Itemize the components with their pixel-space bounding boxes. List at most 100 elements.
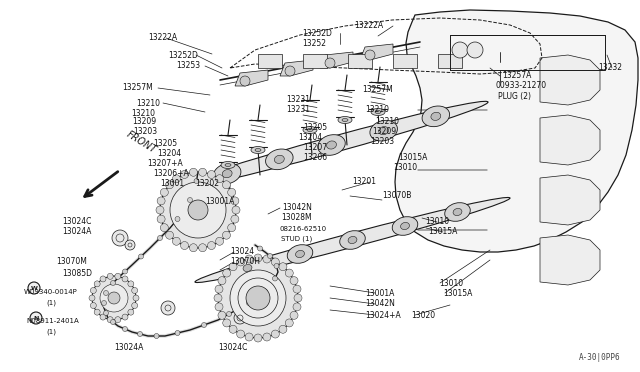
Text: 13204: 13204 xyxy=(157,148,181,157)
Circle shape xyxy=(223,231,230,239)
Circle shape xyxy=(90,302,97,308)
Text: 13257M: 13257M xyxy=(122,83,153,93)
Ellipse shape xyxy=(371,109,385,115)
Circle shape xyxy=(128,281,134,287)
Text: 13210: 13210 xyxy=(365,106,389,115)
FancyBboxPatch shape xyxy=(258,54,282,68)
Ellipse shape xyxy=(195,198,510,283)
FancyBboxPatch shape xyxy=(303,54,327,68)
Text: 13085D: 13085D xyxy=(62,269,92,279)
Ellipse shape xyxy=(287,245,313,263)
Circle shape xyxy=(223,181,230,189)
Circle shape xyxy=(89,295,95,301)
Ellipse shape xyxy=(431,112,441,121)
Circle shape xyxy=(223,319,231,327)
Circle shape xyxy=(365,50,375,60)
Circle shape xyxy=(294,294,302,302)
Circle shape xyxy=(214,294,222,302)
Circle shape xyxy=(274,263,279,269)
Circle shape xyxy=(138,331,143,337)
Text: 13015A: 13015A xyxy=(428,228,458,237)
Circle shape xyxy=(180,241,189,250)
Text: 13206: 13206 xyxy=(303,154,327,163)
Circle shape xyxy=(234,312,246,324)
Text: 13024C: 13024C xyxy=(218,343,248,352)
Ellipse shape xyxy=(235,259,260,277)
Circle shape xyxy=(215,285,223,293)
Circle shape xyxy=(100,284,128,312)
Circle shape xyxy=(231,197,239,205)
Text: N08911-2401A: N08911-2401A xyxy=(26,318,79,324)
Circle shape xyxy=(189,244,197,252)
Circle shape xyxy=(170,182,226,238)
Text: N: N xyxy=(33,315,38,321)
Text: 13024A: 13024A xyxy=(114,343,143,352)
Circle shape xyxy=(112,230,128,246)
Circle shape xyxy=(90,288,97,294)
Circle shape xyxy=(166,231,173,239)
Text: 13231: 13231 xyxy=(286,106,310,115)
Circle shape xyxy=(198,244,207,252)
Text: 13202: 13202 xyxy=(195,179,219,187)
Circle shape xyxy=(227,311,232,317)
Ellipse shape xyxy=(296,250,305,257)
FancyBboxPatch shape xyxy=(348,54,372,68)
Circle shape xyxy=(228,188,236,196)
Ellipse shape xyxy=(303,126,317,134)
Text: 13252: 13252 xyxy=(302,38,326,48)
Text: 13206+A: 13206+A xyxy=(153,169,189,177)
Text: 13207+A: 13207+A xyxy=(147,158,183,167)
Circle shape xyxy=(125,240,135,250)
Circle shape xyxy=(102,301,106,305)
Circle shape xyxy=(160,172,236,248)
Polygon shape xyxy=(320,52,353,68)
Ellipse shape xyxy=(255,148,261,151)
Circle shape xyxy=(452,42,468,58)
Circle shape xyxy=(229,325,237,333)
Ellipse shape xyxy=(422,106,449,126)
Circle shape xyxy=(161,224,168,232)
Circle shape xyxy=(279,325,287,333)
Circle shape xyxy=(107,317,113,323)
Circle shape xyxy=(180,170,189,179)
Circle shape xyxy=(188,198,193,202)
Polygon shape xyxy=(540,175,600,225)
Circle shape xyxy=(240,76,250,86)
Circle shape xyxy=(207,241,216,250)
Ellipse shape xyxy=(340,231,365,249)
Circle shape xyxy=(107,273,113,279)
Text: A-30|0PP6: A-30|0PP6 xyxy=(579,353,620,362)
Circle shape xyxy=(237,330,244,338)
Circle shape xyxy=(218,277,226,285)
Circle shape xyxy=(166,181,173,189)
Circle shape xyxy=(271,258,279,266)
Circle shape xyxy=(115,273,121,279)
Text: 13070H: 13070H xyxy=(230,257,260,266)
Text: 13205: 13205 xyxy=(153,138,177,148)
Text: 13015A: 13015A xyxy=(398,154,428,163)
Ellipse shape xyxy=(317,135,345,155)
Circle shape xyxy=(271,330,279,338)
Circle shape xyxy=(218,258,298,338)
Text: 13252D: 13252D xyxy=(168,51,198,60)
Text: W09340-0014P: W09340-0014P xyxy=(24,289,77,295)
Text: 13042N: 13042N xyxy=(282,203,312,212)
Circle shape xyxy=(279,263,287,271)
Text: 13204: 13204 xyxy=(298,134,322,142)
Text: 13010: 13010 xyxy=(425,218,449,227)
Circle shape xyxy=(231,215,239,223)
Text: 13010: 13010 xyxy=(439,279,463,288)
Polygon shape xyxy=(540,235,600,285)
Circle shape xyxy=(273,276,278,281)
Text: 13024: 13024 xyxy=(230,247,254,257)
Polygon shape xyxy=(360,44,393,60)
Circle shape xyxy=(263,255,271,263)
Circle shape xyxy=(293,303,301,311)
Ellipse shape xyxy=(445,203,470,221)
Text: STUD (1): STUD (1) xyxy=(281,236,312,242)
Circle shape xyxy=(198,168,207,176)
Circle shape xyxy=(115,317,121,323)
Circle shape xyxy=(189,168,197,176)
Ellipse shape xyxy=(175,101,488,189)
Circle shape xyxy=(172,237,180,245)
